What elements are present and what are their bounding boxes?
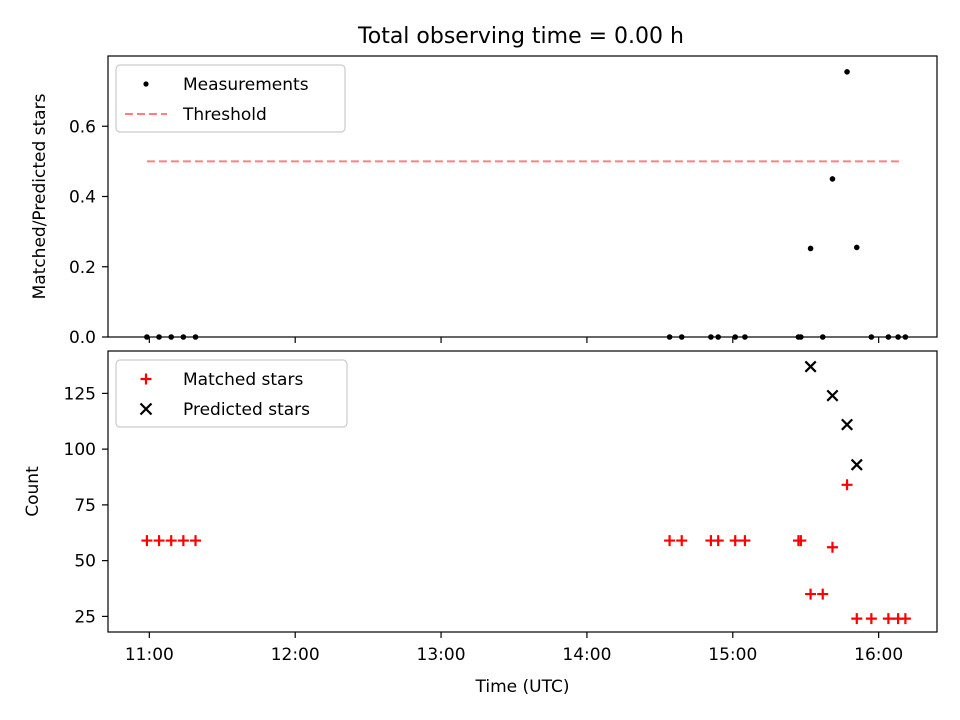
data-point xyxy=(715,334,722,340)
data-point xyxy=(853,244,860,251)
y-axis-label: Count xyxy=(23,466,43,517)
y-axis-label: Matched/Predicted stars xyxy=(30,93,50,299)
data-point xyxy=(156,334,162,340)
y-tick-label: 0.2 xyxy=(69,258,96,278)
data-point xyxy=(739,535,751,547)
figure-title: Total observing time = 0.00 h xyxy=(357,24,684,49)
data-point xyxy=(165,535,177,547)
x-tick-label: 11:00 xyxy=(125,645,174,665)
data-point xyxy=(819,334,826,340)
data-point xyxy=(177,535,189,547)
axes-frame xyxy=(107,350,938,633)
ratio-panel: 0.0 0.2 0.4 0.6 Matched/Predicted stars Measu… xyxy=(30,55,938,348)
data-point xyxy=(144,334,150,340)
y-tick-label: 0.6 xyxy=(69,117,96,137)
legend-label: Matched stars xyxy=(183,370,303,390)
data-point xyxy=(180,334,187,340)
data-point xyxy=(708,334,714,340)
legend-box xyxy=(115,64,346,133)
data-point xyxy=(678,334,685,340)
legend-box xyxy=(115,359,348,428)
y-tick-label: 0.0 xyxy=(69,328,96,348)
data-point xyxy=(192,334,199,340)
data-point xyxy=(868,334,875,340)
x-tick-label: 14:00 xyxy=(562,645,611,665)
legend-marker xyxy=(143,81,149,87)
y-tick-label: 50 xyxy=(74,552,96,572)
x-tick-label: 13:00 xyxy=(417,645,466,665)
data-point xyxy=(817,588,829,600)
data-point xyxy=(664,535,676,547)
data-point xyxy=(666,334,673,340)
data-point xyxy=(712,535,724,547)
legend-label: Threshold xyxy=(182,105,267,125)
data-point xyxy=(807,245,814,252)
y-tick-label: 0.4 xyxy=(69,188,96,208)
y-tick-label: 100 xyxy=(64,440,96,460)
data-point xyxy=(798,334,804,340)
data-point xyxy=(865,613,877,625)
data-point xyxy=(826,541,838,553)
data-point xyxy=(899,613,911,625)
data-point xyxy=(841,418,854,431)
data-point xyxy=(732,334,739,340)
data-point xyxy=(885,334,892,340)
data-point xyxy=(844,69,850,75)
data-point xyxy=(804,360,817,373)
x-tick-label: 12:00 xyxy=(271,645,320,665)
data-point xyxy=(190,535,202,547)
y-tick-label: 75 xyxy=(74,496,96,516)
data-point xyxy=(742,334,748,340)
legend-label: Measurements xyxy=(183,75,309,95)
legend-label: Predicted stars xyxy=(183,400,310,420)
data-point xyxy=(850,458,863,471)
data-point xyxy=(168,334,175,340)
data-point xyxy=(851,613,863,625)
data-point xyxy=(895,334,901,340)
count-panel: 11:00 12:00 13:00 14:00 15:00 16:00 25 50 75 100 1… xyxy=(23,350,938,697)
data-point xyxy=(805,588,817,600)
x-tick-label: 16:00 xyxy=(854,645,903,665)
data-point xyxy=(829,176,836,182)
data-point xyxy=(841,479,853,491)
data-point xyxy=(826,389,839,402)
data-point xyxy=(141,535,153,547)
legend-marker xyxy=(140,373,152,385)
legend-marker xyxy=(139,402,153,416)
data-point xyxy=(729,535,741,547)
data-point xyxy=(795,535,807,547)
data-point xyxy=(902,334,909,340)
data-point xyxy=(153,535,165,547)
data-point xyxy=(676,535,688,547)
data-point xyxy=(882,613,894,625)
x-tick-label: 15:00 xyxy=(708,645,757,665)
x-axis-label: Time (UTC) xyxy=(475,677,570,697)
y-tick-label: 125 xyxy=(64,384,96,404)
y-tick-label: 25 xyxy=(74,607,96,627)
